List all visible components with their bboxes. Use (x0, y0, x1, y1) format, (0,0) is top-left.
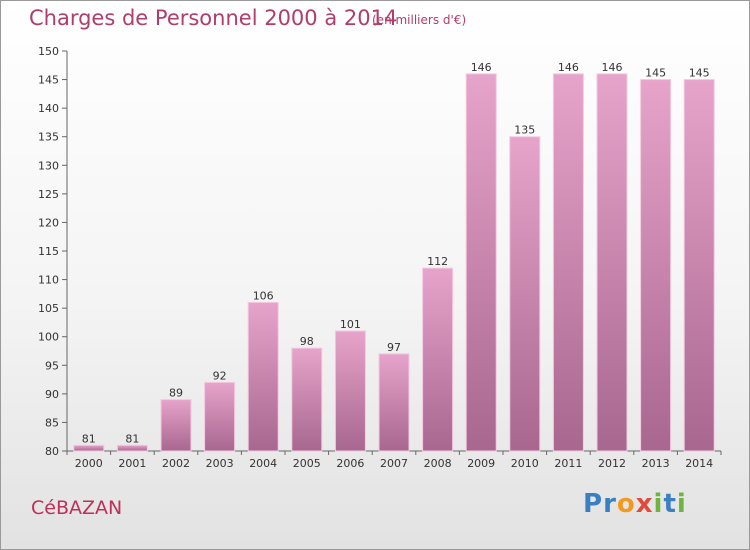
bars (73, 73, 715, 452)
bar (247, 301, 279, 452)
logo-letter: P (583, 489, 604, 519)
bar (160, 399, 192, 452)
logo-letter: t (663, 489, 677, 519)
y-tick-label: 145 (38, 74, 59, 87)
logo-letter: o (616, 489, 636, 519)
bar (334, 330, 366, 452)
bar (552, 73, 584, 452)
axes: 80 85 90 95 100 105 110 115 120 125 130 135 140 145 15… (38, 45, 722, 458)
bar-value-label: 97 (387, 341, 401, 354)
bar-value-label: 145 (689, 67, 710, 80)
y-tick-label: 115 (38, 245, 59, 258)
logo-letter: i (653, 489, 664, 519)
commune-name: CéBAZAN (31, 497, 123, 519)
chart-subtitle: (en milliers d'€) (372, 13, 467, 27)
bar-value-label: 135 (514, 124, 535, 137)
y-tick-label: 90 (45, 388, 59, 401)
y-tick-label: 140 (38, 102, 59, 115)
x-tick-label: 2012 (598, 457, 626, 470)
x-tick-label: 2001 (118, 457, 146, 470)
bar (116, 444, 148, 452)
bar (422, 267, 454, 452)
bar-value-label: 98 (300, 335, 314, 348)
y-tick-label: 100 (38, 331, 59, 344)
logo-letter: r (603, 489, 617, 519)
logo-letter: x (635, 489, 654, 519)
x-tick-label: 2002 (162, 457, 190, 470)
bar-value-label: 92 (213, 369, 227, 382)
y-tick-label: 95 (45, 359, 59, 372)
bar-value-label: 146 (471, 61, 492, 74)
bar-value-label: 81 (82, 432, 96, 445)
bar-value-label: 106 (253, 289, 274, 302)
proxiti-logo[interactable]: Proxiti (583, 489, 687, 519)
y-tick-label: 150 (38, 45, 59, 58)
x-tick-label: 2000 (75, 457, 103, 470)
bar (509, 136, 541, 452)
y-tick-label: 130 (38, 159, 59, 172)
x-tick-label: 2011 (554, 457, 582, 470)
bar-value-label: 145 (645, 67, 666, 80)
y-tick-label: 120 (38, 216, 59, 229)
logo-letter: i (676, 489, 687, 519)
x-tick-label: 2005 (293, 457, 321, 470)
y-tick-label: 110 (38, 274, 59, 287)
bar (640, 79, 672, 452)
x-tick-label: 2010 (511, 457, 539, 470)
bar (73, 444, 105, 452)
bar-value-label: 146 (558, 61, 579, 74)
value-labels: 2000 81 2001 81 2002 89 2003 92 2004 106 2005 98 200… (75, 61, 713, 470)
y-tick-label: 125 (38, 188, 59, 201)
x-tick-label: 2014 (685, 457, 713, 470)
bar (291, 347, 323, 452)
x-tick-label: 2006 (336, 457, 364, 470)
y-tick-label: 85 (45, 416, 59, 429)
bar (378, 353, 410, 452)
x-tick-label: 2004 (249, 457, 277, 470)
bar (596, 73, 628, 452)
bar-value-label: 112 (427, 255, 448, 268)
bar-value-label: 89 (169, 387, 183, 400)
x-tick-label: 2008 (424, 457, 452, 470)
x-tick-label: 2003 (206, 457, 234, 470)
bar-value-label: 146 (602, 61, 623, 74)
bar-value-label: 81 (125, 432, 139, 445)
bar (204, 381, 236, 452)
x-tick-label: 2009 (467, 457, 495, 470)
y-tick-label: 105 (38, 302, 59, 315)
x-tick-label: 2013 (642, 457, 670, 470)
x-tick-label: 2007 (380, 457, 408, 470)
bar-value-label: 101 (340, 318, 361, 331)
chart-title: Charges de Personnel 2000 à 2014 (29, 6, 398, 30)
y-tick-label: 135 (38, 131, 59, 144)
y-tick-label: 80 (45, 445, 59, 458)
bar (465, 73, 497, 452)
bar (683, 79, 715, 452)
